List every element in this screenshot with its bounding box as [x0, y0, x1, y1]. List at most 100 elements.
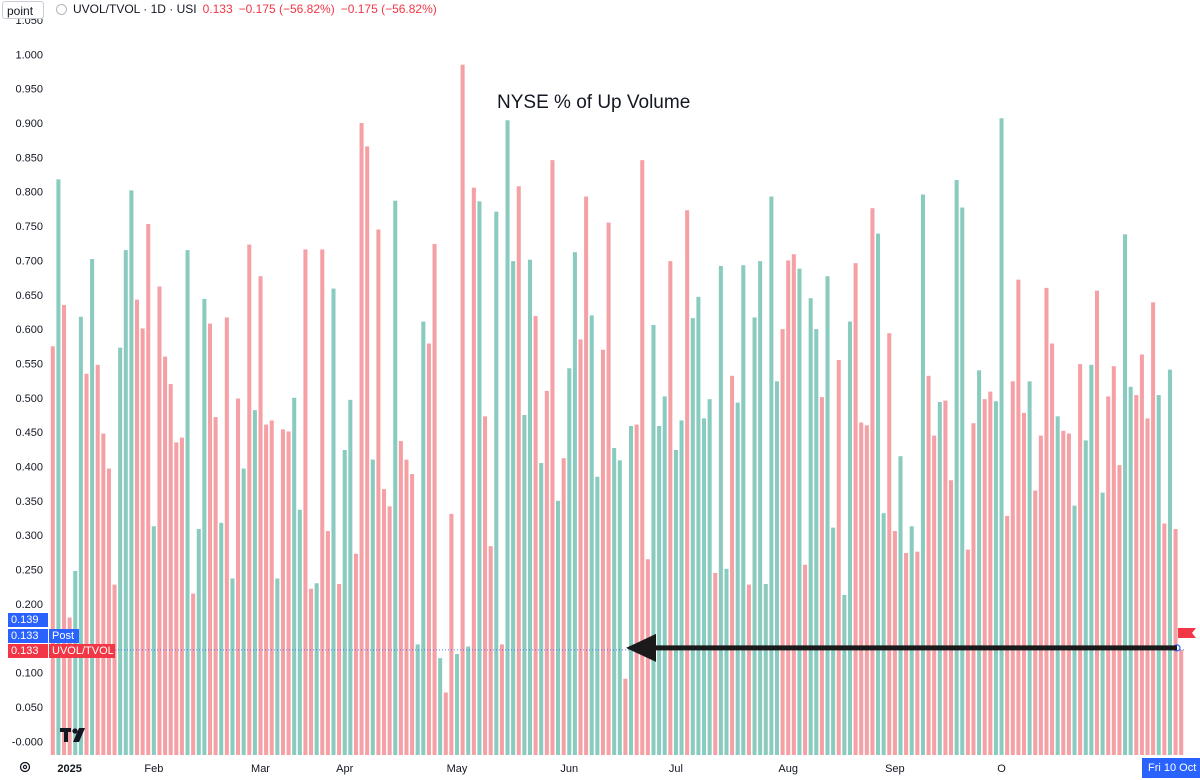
bar: [735, 402, 740, 755]
bar: [140, 328, 145, 755]
flag-icon[interactable]: [1178, 628, 1196, 640]
bar: [1156, 395, 1161, 755]
bar: [78, 316, 83, 755]
bar: [836, 360, 841, 755]
y-tick-label: 0.600: [15, 324, 43, 336]
bar: [1061, 430, 1066, 755]
bar: [236, 398, 241, 755]
bar: [584, 196, 589, 756]
y-tick-label: 0.350: [15, 496, 43, 508]
bar: [185, 250, 190, 755]
bar: [803, 564, 808, 755]
bar: [960, 207, 965, 755]
bar: [561, 458, 566, 755]
bar: [673, 450, 678, 755]
bar: [971, 423, 976, 755]
bar: [224, 317, 229, 755]
bar: [640, 160, 645, 755]
y-tick-label: 0.300: [15, 530, 43, 542]
bar: [937, 401, 942, 755]
y-tick-label: 0.900: [15, 118, 43, 130]
bar: [1173, 529, 1178, 755]
bar: [876, 233, 881, 755]
settings-icon[interactable]: [18, 760, 32, 774]
bar: [617, 460, 622, 755]
bar: [426, 343, 431, 755]
bar: [443, 692, 448, 755]
bar: [174, 442, 179, 755]
bar: [84, 373, 89, 755]
bar: [629, 425, 634, 755]
x-tick-label: Feb: [144, 763, 163, 775]
bar: [1145, 418, 1150, 755]
bar: [988, 391, 993, 755]
bar: [1139, 354, 1144, 755]
bar: [606, 222, 611, 755]
bar: [163, 356, 168, 755]
bar: [774, 381, 780, 755]
bar: [269, 420, 274, 755]
bar: [297, 509, 302, 755]
bar: [556, 500, 561, 755]
bar: [730, 375, 735, 755]
bar: [1111, 366, 1116, 755]
bar: [410, 474, 415, 755]
bar: [286, 431, 291, 755]
bar: [993, 401, 998, 755]
bar: [819, 397, 824, 755]
y-tick-label: 0.750: [15, 221, 43, 233]
bar: [280, 429, 285, 755]
bar: [112, 584, 117, 755]
bar: [1044, 287, 1049, 755]
bar: [1100, 492, 1105, 755]
bar: [808, 298, 813, 755]
y-tick-label: 0.500: [15, 393, 43, 405]
bar: [943, 400, 948, 755]
bar: [539, 463, 544, 755]
bar: [814, 329, 819, 755]
bar: [657, 425, 662, 755]
bar: [1005, 515, 1010, 755]
bar: [292, 397, 297, 755]
bar: [595, 476, 600, 755]
bar: [146, 224, 151, 755]
symbol-label[interactable]: UVOL/TVOL · 1D · USI: [73, 2, 197, 16]
bar: [522, 414, 527, 755]
crosshair-date-label: Fri 10 Oct '25: [1142, 758, 1200, 778]
bar: [123, 250, 128, 755]
bar: [1134, 395, 1139, 755]
chart-annotation[interactable]: NYSE % of Up Volume: [497, 92, 691, 113]
bar: [651, 324, 656, 755]
bar: [1106, 396, 1111, 755]
x-tick-label: Aug: [778, 763, 798, 775]
tradingview-logo-icon[interactable]: [60, 727, 90, 743]
bar: [679, 420, 684, 755]
bar: [859, 422, 864, 755]
bar: [696, 296, 701, 755]
bar: [207, 323, 213, 755]
bar: [129, 190, 134, 756]
bar: [325, 531, 330, 755]
bar: [337, 583, 342, 755]
y-tick-label: 0.950: [15, 84, 43, 96]
x-tick-label: 2025: [57, 763, 81, 775]
bar: [499, 644, 504, 755]
series-legend: UVOL/TVOL · 1D · USI 0.133 −0.175 (−56.8…: [56, 2, 437, 16]
scale-mode-button[interactable]: point: [2, 1, 44, 19]
bar: [477, 201, 482, 756]
bar: [370, 459, 375, 755]
bar: [320, 249, 325, 755]
bar: [516, 186, 521, 756]
bar: [999, 118, 1004, 756]
eye-circle-icon[interactable]: [56, 3, 67, 15]
bar: [387, 506, 392, 755]
bar: [309, 588, 314, 755]
bar: [460, 64, 465, 755]
bar: [449, 513, 454, 755]
bar: [1027, 381, 1032, 755]
bar: [1179, 649, 1184, 755]
bar: [67, 617, 72, 755]
bar: [432, 243, 437, 755]
bar: [904, 553, 909, 755]
